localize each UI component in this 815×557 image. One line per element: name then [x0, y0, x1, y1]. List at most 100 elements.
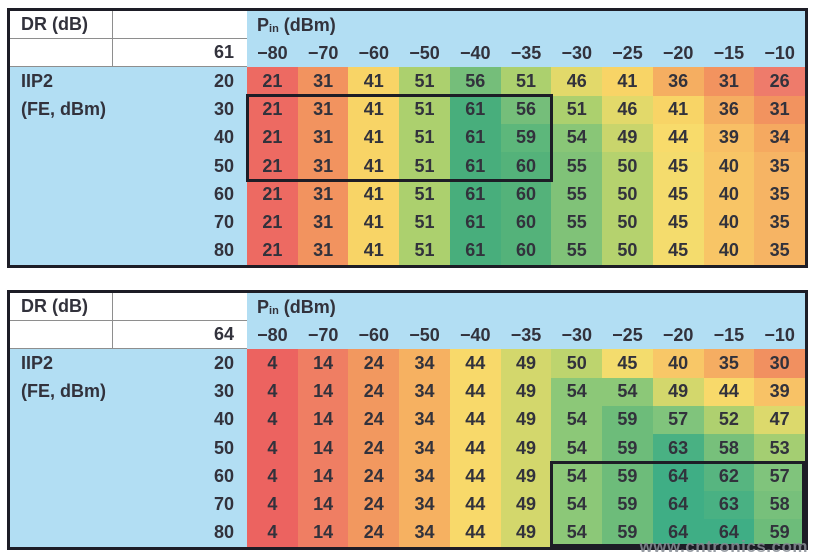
col-header--35: −35: [500, 321, 552, 350]
heatmap-cell: 61: [449, 152, 501, 181]
heatmap-cell: 55: [551, 236, 603, 265]
heatmap-cell: 54: [551, 462, 603, 491]
heatmap-cell: 55: [551, 180, 603, 209]
heatmap-cell: 50: [602, 208, 653, 237]
heatmap-cell: 63: [652, 434, 704, 463]
col-header--60: −60: [348, 39, 400, 68]
heatmap-cell: 45: [652, 180, 704, 209]
y-label-spacer: [10, 434, 113, 463]
heatmap-cell: 59: [602, 405, 653, 435]
heatmap-cell: 45: [652, 208, 704, 237]
heatmap-cell: 55: [551, 152, 603, 181]
heatmap-cell: 40: [703, 208, 755, 237]
empty-header-cell: [10, 39, 113, 68]
heatmap-cell: 44: [652, 123, 704, 153]
heatmap-cell: 61: [449, 123, 501, 153]
col-header--50: −50: [399, 39, 450, 68]
heatmap-cell: 24: [348, 377, 400, 406]
heatmap-cell: 34: [399, 434, 450, 463]
heatmap-cell: 61: [449, 180, 501, 209]
heatmap-cell: 44: [449, 490, 501, 519]
heatmap-cell: 59: [602, 434, 653, 463]
col-header--80: −80: [247, 39, 298, 68]
heatmap-cell: 24: [348, 518, 400, 547]
heatmap-cell: 55: [551, 208, 603, 237]
heatmap-cell: 44: [449, 349, 501, 378]
y-label-spacer: [10, 208, 113, 237]
heatmap-cell: 46: [602, 95, 653, 124]
heatmap-cell: 60: [500, 152, 552, 181]
heatmap-cell: 54: [551, 518, 603, 547]
heatmap-cell: 35: [754, 236, 805, 265]
heatmap-cell: 41: [348, 152, 400, 181]
heatmap-cell: 52: [703, 405, 755, 435]
heatmap-cell: 49: [500, 462, 552, 491]
heatmap-cell: 21: [247, 67, 298, 96]
heatmap-cell: 54: [551, 490, 603, 519]
heatmap-cell: 35: [754, 152, 805, 181]
heatmap-cell: 34: [399, 349, 450, 378]
heatmap-cell: 45: [652, 152, 704, 181]
heatmap-cell: 24: [348, 462, 400, 491]
heatmap-cell: 59: [602, 518, 653, 547]
heatmap-cell: 34: [399, 462, 450, 491]
col-header--40: −40: [449, 39, 501, 68]
heatmap-cell: 59: [500, 123, 552, 153]
heatmap-cell: 51: [399, 152, 450, 181]
x-axis-title-sub: in: [269, 305, 279, 318]
heatmap-cell: 14: [297, 377, 349, 406]
heatmap-cell: 14: [297, 490, 349, 519]
heatmap-cell: 41: [652, 95, 704, 124]
heatmap-cell: 60: [500, 180, 552, 209]
heatmap-cell: 31: [754, 95, 805, 124]
corner-label: DR (dB): [10, 293, 113, 322]
heatmap-cell: 34: [754, 123, 805, 153]
row-label-80: 80: [113, 518, 247, 547]
heatmap-cell: 49: [500, 518, 552, 547]
heatmap-cell: 21: [247, 236, 298, 265]
y-label-spacer: [10, 490, 113, 519]
heatmap-cell: 44: [449, 434, 501, 463]
heatmap-cell: 21: [247, 208, 298, 237]
heatmap-cell: 51: [399, 180, 450, 209]
heatmap-cell: 60: [500, 208, 552, 237]
row-label-60: 60: [113, 180, 247, 209]
heatmap-cell: 31: [297, 236, 349, 265]
row-label-80: 80: [113, 236, 247, 265]
x-axis-title-unit: (dBm): [278, 14, 336, 35]
heatmap-cell: 14: [297, 349, 349, 378]
heatmap-cell: 54: [551, 377, 603, 406]
heatmap-cell: 31: [703, 67, 755, 96]
heatmap-cell: 41: [348, 236, 400, 265]
row-label-70: 70: [113, 208, 247, 237]
y-axis-title: IIP2: [10, 67, 113, 96]
col-header--70: −70: [297, 321, 349, 350]
heatmap-cell: 34: [399, 377, 450, 406]
heatmap-cell: 21: [247, 123, 298, 153]
heatmap-cell: 14: [297, 405, 349, 435]
heatmap-cell: 49: [602, 123, 653, 153]
y-label-spacer: [10, 236, 113, 265]
heatmap-cell: 51: [551, 95, 603, 124]
heatmap-cell: 62: [703, 462, 755, 491]
y-label-spacer: [10, 518, 113, 547]
row-label-20: 20: [113, 349, 247, 378]
heatmap-cell: 47: [754, 405, 805, 435]
heatmap-cell: 53: [754, 434, 805, 463]
heatmap-cell: 31: [297, 123, 349, 153]
heatmap-cell: 60: [500, 236, 552, 265]
heatmap-cell: 51: [399, 236, 450, 265]
heatmap-cell: 40: [652, 349, 704, 378]
heatmap-cell: 49: [500, 349, 552, 378]
heatmap-cell: 41: [348, 95, 400, 124]
heatmap-cell: 24: [348, 490, 400, 519]
heatmap-cell: 31: [297, 180, 349, 209]
heatmap-cell: 44: [703, 377, 755, 406]
heatmap-cell: 31: [297, 208, 349, 237]
heatmap-cell: 4: [247, 490, 298, 519]
heatmap-cell: 21: [247, 152, 298, 181]
row-label-70: 70: [113, 490, 247, 519]
